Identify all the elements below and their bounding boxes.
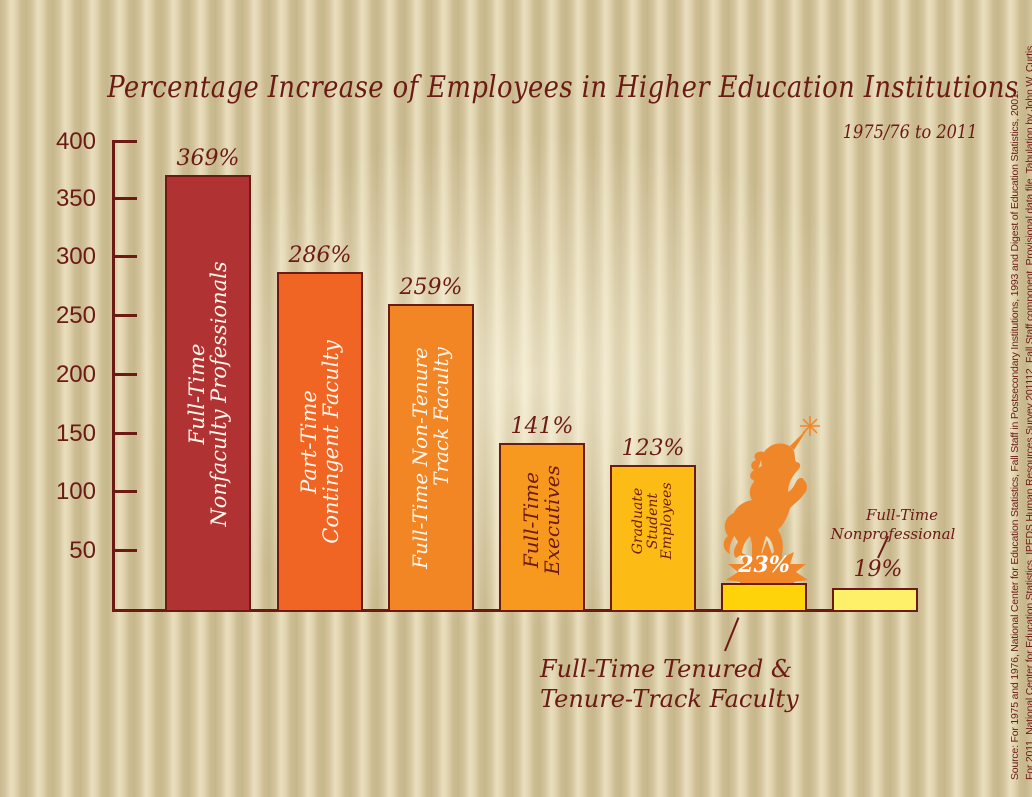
bar-label: Full-Time Nonfaculty Professionals (184, 260, 231, 527)
y-tick (112, 314, 137, 317)
value-label: 123% (621, 436, 685, 461)
bar-label: Full-Time Executives (519, 464, 564, 575)
y-tick (112, 549, 137, 552)
value-label: 369% (176, 146, 240, 171)
y-tick-label: 250 (55, 302, 96, 329)
y-tick (112, 140, 137, 143)
bar-parttime-contingent-faculty: Part-Time Contingent Faculty (277, 272, 363, 610)
y-tick-label: 50 (69, 537, 96, 564)
y-tick (112, 255, 137, 258)
chart-subtitle: 1975/76 to 2011 (842, 121, 977, 143)
value-label: 141% (510, 414, 574, 439)
bar-label-fulltime-nonprofessional: Full-Time Nonprofessional (830, 506, 956, 543)
y-tick (112, 490, 137, 493)
y-tick (112, 197, 137, 200)
unicorn-icon (723, 416, 820, 588)
bar-fulltime-non-tenure-track-faculty: Full-Time Non-Tenure Track Faculty (388, 304, 474, 610)
value-label: 259% (399, 275, 463, 300)
label-pointer (724, 617, 740, 652)
bar-label: Graduate Student Employees (629, 481, 676, 560)
source-note: Source: For 1975 and 1976, National Cent… (1009, 43, 1032, 780)
y-tick-label: 350 (55, 185, 96, 212)
y-tick-label: 200 (55, 361, 96, 388)
value-label: 19% (853, 557, 903, 582)
bar-fulltime-nonprofessional (832, 588, 918, 610)
y-tick-label: 150 (55, 420, 96, 447)
value-label: 286% (288, 243, 352, 268)
bar-fulltime-executives: Full-Time Executives (499, 443, 585, 610)
chart-title: Percentage Increase of Employees in High… (107, 70, 1019, 105)
bar-graduate-student-employees: Graduate Student Employees (610, 465, 696, 610)
bar-label: Part-Time Contingent Faculty (296, 340, 343, 544)
y-tick-label: 400 (55, 128, 96, 155)
bar-fulltime-nonfaculty-professionals: Full-Time Nonfaculty Professionals (165, 175, 251, 610)
y-tick (112, 373, 137, 376)
bar-label-fulltime-tenured-faculty: Full-Time Tenured & Tenure-Track Faculty (540, 655, 799, 713)
y-axis-line (112, 140, 115, 612)
y-tick-label: 300 (55, 243, 96, 270)
value-label-starburst: 23% (738, 552, 790, 578)
y-tick-label: 100 (55, 478, 96, 505)
x-axis-baseline (112, 609, 918, 612)
bar-fulltime-tenured-tenure-track-faculty (721, 583, 807, 610)
bar-label: Full-Time Non-Tenure Track Faculty (408, 347, 453, 569)
y-tick (112, 432, 137, 435)
